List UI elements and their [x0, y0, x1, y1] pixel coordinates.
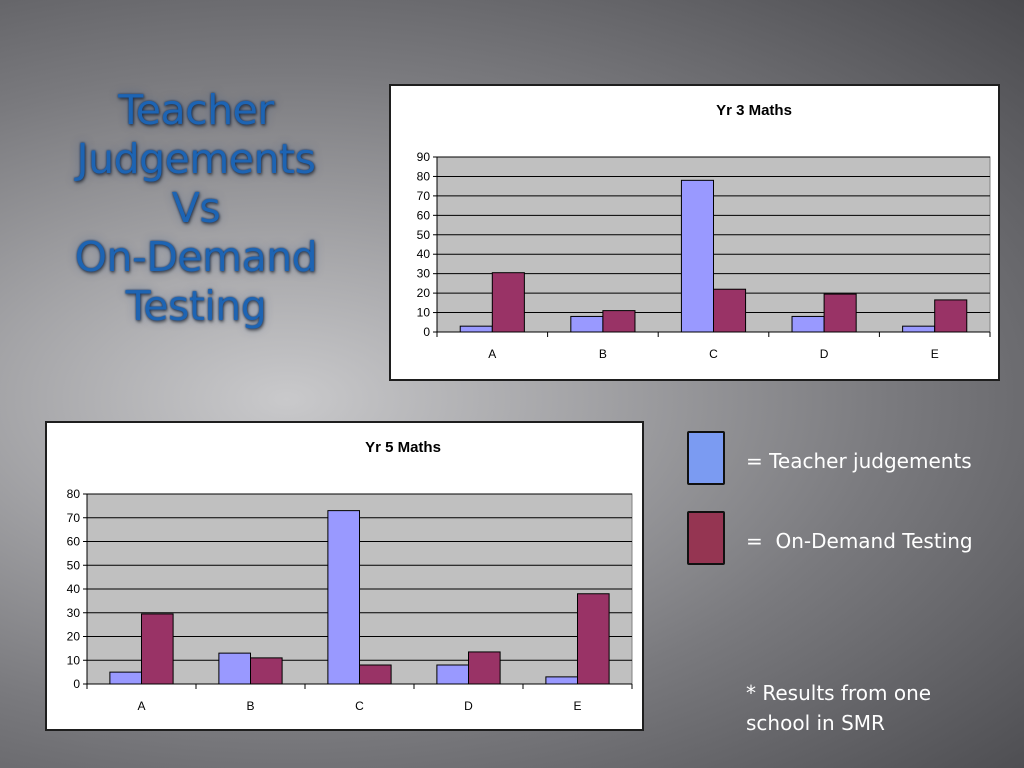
- bar-teacher-e: [545, 676, 579, 685]
- title-line: Judgements: [76, 135, 316, 183]
- title-line: On-Demand: [74, 233, 318, 281]
- x-tick-label: A: [137, 699, 145, 713]
- bar-teacher-c: [327, 510, 361, 685]
- bar-on-demand-e: [577, 593, 610, 685]
- bar-teacher-b: [570, 315, 604, 333]
- chart-yr3-svg: Yr 3 Maths 0 10 20 30 40 50 60 70 80 90 A B C D E: [417, 102, 991, 361]
- title-line: Vs: [171, 184, 221, 232]
- x-tick-label: E: [573, 699, 581, 713]
- footnote-line: school in SMR: [746, 711, 885, 735]
- y-tick-label: 0: [73, 677, 80, 691]
- y-tick-label: 70: [417, 189, 431, 203]
- bar-on-demand-a: [141, 613, 174, 685]
- y-tick-label: 60: [67, 535, 81, 549]
- legend-label-teacher: = Teacher judgements: [746, 449, 972, 473]
- y-tick-label: 80: [417, 169, 431, 183]
- y-tick-label: 20: [67, 630, 81, 644]
- y-tick-label: 10: [67, 653, 81, 667]
- bar-on-demand-a: [491, 272, 525, 333]
- bar-on-demand-b: [250, 657, 283, 685]
- x-tick-label: C: [355, 699, 364, 713]
- legend-swatch-on-demand: [687, 511, 725, 565]
- chart-yr5-maths: Yr 5 Maths 0 10 20 30 40 50 60 70 80 A B C D E: [45, 421, 644, 731]
- chart-yr5-svg: Yr 5 Maths 0 10 20 30 40 50 60 70 80 A B C D E: [67, 439, 633, 713]
- bar-teacher-d: [436, 664, 470, 685]
- y-tick-label: 40: [417, 247, 431, 261]
- y-tick-label: 80: [67, 487, 81, 501]
- slide-title: Teacher Judgements Vs On-Demand Testing: [48, 86, 344, 331]
- bar-on-demand-e: [934, 299, 968, 333]
- bar-on-demand-b: [602, 310, 636, 333]
- chart-title: Yr 3 Maths: [716, 102, 792, 119]
- x-tick-label: D: [820, 347, 829, 361]
- title-line: Testing: [125, 282, 267, 330]
- x-tick-label: C: [709, 347, 718, 361]
- bar-teacher-a: [109, 671, 142, 685]
- y-tick-label: 10: [417, 306, 431, 320]
- y-tick-label: 30: [417, 267, 431, 281]
- bar-teacher-c: [680, 179, 714, 333]
- y-tick-label: 0: [423, 325, 430, 339]
- bar-on-demand-c: [359, 664, 392, 685]
- y-tick-label: 50: [417, 228, 431, 242]
- y-tick-label: 50: [67, 558, 81, 572]
- bar-teacher-d: [791, 315, 825, 333]
- y-tick-label: 20: [417, 286, 431, 300]
- y-tick-label: 40: [67, 582, 81, 596]
- bar-on-demand-d: [823, 293, 857, 333]
- chart-yr3-maths: Yr 3 Maths 0 10 20 30 40 50 60 70 80 90 A B C D E: [389, 84, 1000, 381]
- y-tick-label: 90: [417, 150, 431, 164]
- bar-on-demand-c: [713, 288, 747, 333]
- bar-on-demand-d: [468, 651, 501, 685]
- y-tick-label: 60: [417, 208, 431, 222]
- x-tick-label: D: [464, 699, 473, 713]
- legend-swatch-teacher: [687, 431, 725, 485]
- legend-label-on-demand: = On-Demand Testing: [746, 529, 973, 553]
- footnote-line: * Results from one: [746, 681, 932, 705]
- y-tick-label: 30: [67, 606, 81, 620]
- x-tick-label: E: [931, 347, 939, 361]
- bar-teacher-b: [218, 652, 251, 685]
- title-line: Teacher: [118, 86, 274, 134]
- x-tick-label: B: [599, 347, 607, 361]
- chart-title: Yr 5 Maths: [365, 439, 441, 456]
- bar-teacher-e: [902, 325, 936, 333]
- x-tick-label: B: [246, 699, 254, 713]
- x-tick-label: A: [488, 347, 496, 361]
- footnote: * Results from one school in SMR: [746, 678, 986, 738]
- bar-teacher-a: [459, 325, 493, 333]
- y-tick-label: 70: [67, 511, 81, 525]
